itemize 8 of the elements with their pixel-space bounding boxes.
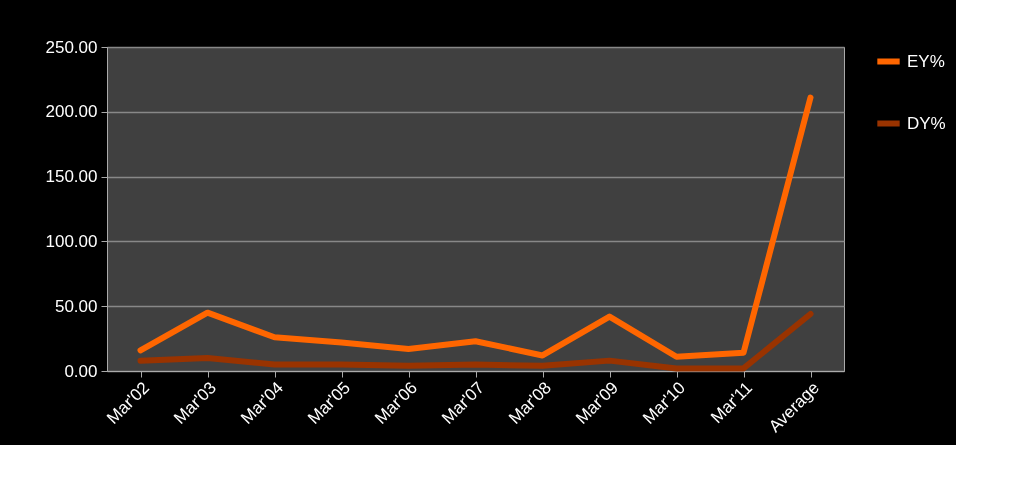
legend-label: DY% [907,113,946,133]
legend-label: EY% [907,51,945,71]
y-tick-label: 50.00 [54,296,98,316]
y-tick-label: 150.00 [45,167,98,187]
y-tick-label: 200.00 [45,102,98,122]
y-tick-label: 100.00 [45,231,98,251]
y-tick-label: 0.00 [64,361,98,381]
y-tick-label: 250.00 [45,37,98,57]
